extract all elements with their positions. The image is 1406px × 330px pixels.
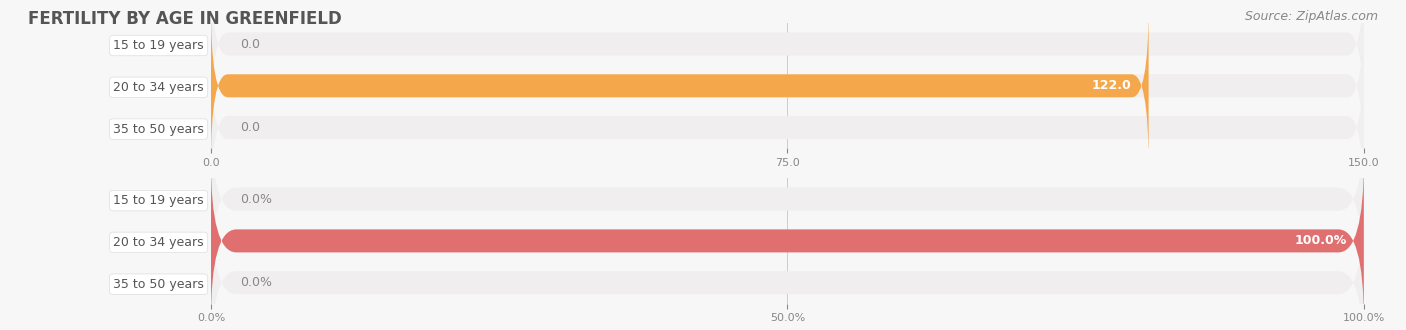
FancyBboxPatch shape: [211, 47, 1364, 208]
Text: 0.0: 0.0: [239, 38, 260, 50]
Text: 122.0: 122.0: [1091, 79, 1132, 92]
Text: 100.0%: 100.0%: [1295, 234, 1347, 248]
Text: 0.0%: 0.0%: [239, 193, 271, 206]
Text: 0.0%: 0.0%: [239, 276, 271, 289]
FancyBboxPatch shape: [211, 5, 1364, 166]
FancyBboxPatch shape: [211, 160, 1364, 321]
FancyBboxPatch shape: [211, 202, 1364, 330]
FancyBboxPatch shape: [211, 5, 1149, 166]
Text: 0.0: 0.0: [239, 121, 260, 134]
FancyBboxPatch shape: [211, 0, 1364, 124]
FancyBboxPatch shape: [211, 118, 1364, 280]
FancyBboxPatch shape: [211, 160, 1364, 321]
Text: FERTILITY BY AGE IN GREENFIELD: FERTILITY BY AGE IN GREENFIELD: [28, 10, 342, 28]
Text: Source: ZipAtlas.com: Source: ZipAtlas.com: [1244, 10, 1378, 23]
